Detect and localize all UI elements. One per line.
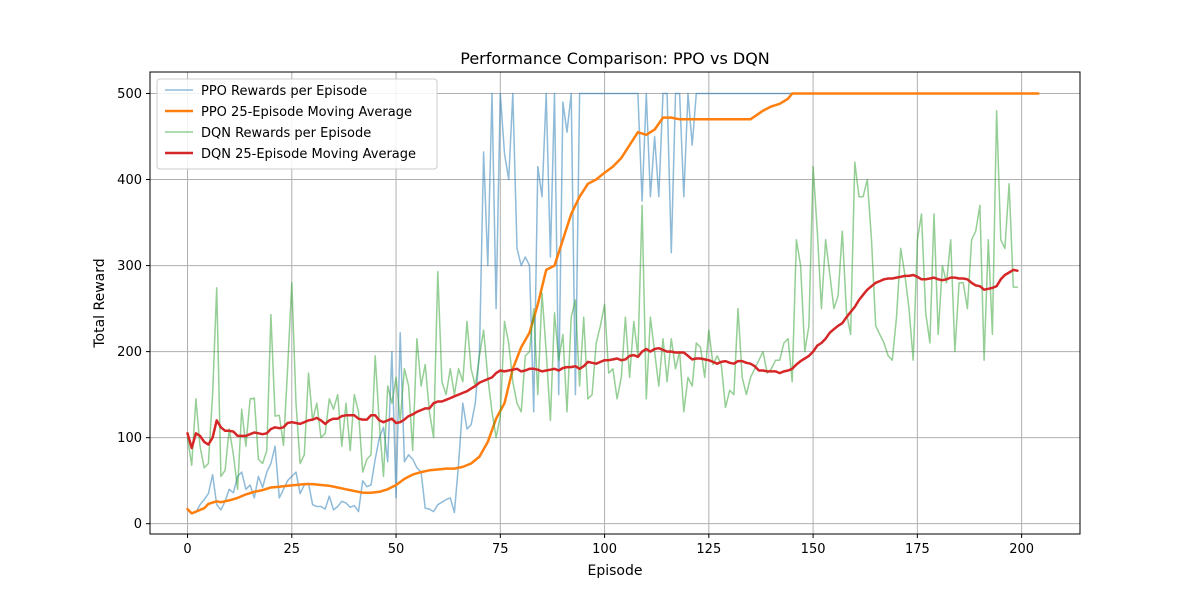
x-tick-label: 125 [696,542,721,557]
plot-frame [149,71,1081,535]
x-tick-label: 175 [905,542,930,557]
y-tick-label: 200 [117,345,142,360]
x-tick-label: 200 [1009,542,1034,557]
x-tick-label: 75 [492,542,509,557]
y-tick-label: 0 [134,517,142,532]
series-line-dqn-rewards-per-episode [186,109,1019,491]
legend-label-ppo-25-episode-moving-average: PPO 25-Episode Moving Average [201,105,412,120]
x-tick-label: 100 [592,542,617,557]
legend-box [156,78,438,170]
y-tick-label: 300 [117,259,142,274]
x-tick-label: 50 [388,542,405,557]
y-axis-ticks: 0 100 200 300 400 500 [117,87,150,532]
series-line-dqn-25-episode-moving-average [186,268,1019,450]
x-tick-label: 25 [284,542,301,557]
series-line-ppo-25-episode-moving-average [186,92,1040,515]
y-tick-label: 400 [117,173,142,188]
y-axis-label: Total Reward [92,258,108,348]
y-tick-label: 100 [117,431,142,446]
series-layer [186,92,1040,515]
legend-label-dqn-rewards-per-episode: DQN Rewards per Episode [201,126,371,141]
series-line-ppo-rewards-per-episode [186,92,793,515]
legend-label-ppo-rewards-per-episode: PPO Rewards per Episode [201,84,367,99]
chart-title: Performance Comparison: PPO vs DQN [460,49,770,68]
legend-label-dqn-25-episode-moving-average: DQN 25-Episode Moving Average [201,147,416,162]
x-axis-ticks: 0 25 50 75 100 125 150 175 200 [183,534,1034,557]
legend: PPO Rewards per Episode PPO 25-Episode Mo… [156,78,438,170]
y-tick-label: 500 [117,87,142,102]
x-tick-label: 150 [801,542,826,557]
x-tick-label: 0 [183,542,191,557]
x-axis-label: Episode [588,563,643,579]
